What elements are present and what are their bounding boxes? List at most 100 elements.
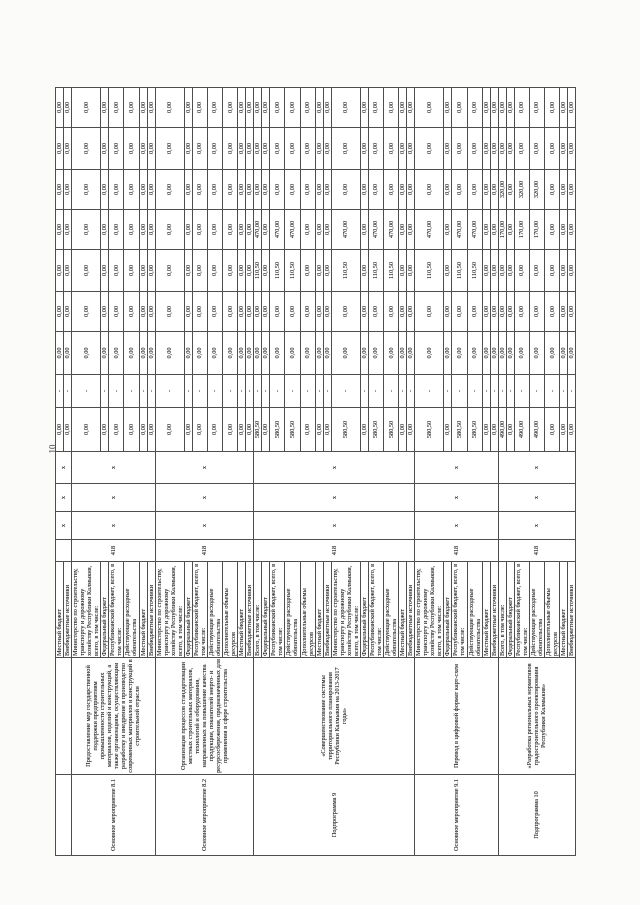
value-cell: 0,00 (383, 169, 399, 210)
value-cell: 0,00 (100, 407, 109, 452)
value-cell: - (192, 374, 208, 408)
value-cell: 0,00 (222, 331, 238, 375)
source-label-cell: Внебюджетные источники (323, 561, 332, 658)
value-cell: 0,00 (482, 407, 491, 452)
value-cell: 0,00 (222, 87, 238, 128)
value-cell: 0,00 (261, 87, 270, 128)
value-cell: 0,00 (490, 291, 499, 332)
source-label-cell: Местный бюджет (139, 561, 148, 658)
value-cell: 0,00 (467, 169, 483, 210)
value-cell: - (323, 374, 332, 408)
classification-mark-cell: х (55, 451, 72, 484)
value-cell: 0,00 (506, 249, 515, 292)
classification-mark-cell: х (71, 511, 156, 540)
value-cell: 0,00 (237, 291, 246, 332)
value-cell: 0,00 (451, 331, 468, 375)
description-cell: Перевод в цифровой формат карт-схем (414, 657, 499, 775)
value-cell: 0,00 (55, 249, 64, 292)
value-cell: 0,00 (360, 249, 369, 292)
value-cell: 0,00 (443, 169, 452, 210)
value-cell: - (514, 374, 530, 408)
value-cell: 0,00 (482, 291, 491, 332)
source-label-cell: Действующие расходные обязательства (284, 561, 300, 658)
value-cell: 0,00 (261, 407, 270, 452)
value-cell: - (123, 374, 140, 408)
value-cell: 170,00 (514, 209, 530, 250)
value-cell: 0,00 (108, 331, 124, 375)
value-cell: 0,00 (529, 291, 545, 332)
value-cell: 0,00 (398, 87, 407, 128)
value-cell: 0,00 (139, 87, 148, 128)
value-cell: 0,00 (482, 169, 491, 210)
value-cell: 0,00 (360, 291, 369, 332)
description-cell (55, 657, 72, 775)
value-cell: 0,00 (139, 169, 148, 210)
value-cell: 0,00 (559, 127, 568, 170)
value-cell: 0,00 (559, 291, 568, 332)
value-cell: 0,00 (237, 209, 246, 250)
value-cell: 580,50 (253, 407, 262, 452)
table-row: Основное мероприятие 8.1 Предоставление м… (71, 87, 156, 856)
value-cell: 0,00 (482, 127, 491, 170)
value-cell: 0,00 (55, 331, 64, 375)
value-cell: - (184, 374, 193, 408)
value-cell: 0,00 (261, 249, 270, 292)
value-cell: 0,00 (406, 127, 415, 170)
source-label-cell: Федеральный бюджет (443, 561, 452, 658)
value-cell: 0,00 (192, 209, 208, 250)
value-cell: - (482, 374, 491, 408)
value-cell: 0,00 (253, 87, 262, 128)
classification-mark-cell: х (155, 483, 254, 512)
value-cell: 0,00 (567, 291, 576, 332)
value-cell: - (261, 374, 270, 408)
value-cell: 0,00 (100, 87, 109, 128)
value-cell: 0,00 (360, 331, 369, 375)
value-cell: 320,00 (529, 169, 545, 210)
value-cell: 0,00 (261, 127, 270, 170)
value-cell: 470,00 (269, 209, 285, 250)
value-cell: 0,00 (55, 169, 64, 210)
value-cell: 0,00 (315, 127, 324, 170)
value-cell: 0,00 (368, 127, 384, 170)
value-cell: 0,00 (406, 209, 415, 250)
value-cell: 0,00 (108, 291, 124, 332)
value-cell: - (253, 374, 262, 408)
value-cell: 490,00 (498, 407, 507, 452)
value-cell: 0,00 (490, 331, 499, 375)
value-cell: 0,00 (139, 291, 148, 332)
value-cell: 0,00 (567, 407, 576, 452)
value-cell: 0,00 (559, 407, 568, 452)
value-cell: - (100, 374, 109, 408)
source-label-cell: Местный бюджет (55, 561, 64, 658)
value-cell: 0,00 (108, 169, 124, 210)
source-label-cell: Действующие расходные обязательства (123, 561, 140, 658)
source-label-cell: Федеральный бюджет (360, 561, 369, 658)
value-cell: 0,00 (245, 331, 254, 375)
value-cell: 0,00 (498, 249, 507, 292)
value-cell: - (467, 374, 483, 408)
value-cell: 0,00 (123, 407, 140, 452)
classification-mark-cell: х (414, 483, 499, 512)
value-cell: 0,00 (269, 87, 285, 128)
value-cell: 110,50 (269, 249, 285, 292)
value-cell: 0,00 (222, 407, 238, 452)
value-cell: 0,00 (139, 407, 148, 452)
value-cell: 0,00 (398, 291, 407, 332)
value-cell: 0,00 (544, 249, 560, 292)
value-cell: 0,00 (300, 291, 316, 332)
classification-mark-cell: х (498, 483, 576, 512)
grbs-code-cell: 418 (155, 539, 254, 562)
value-cell: 0,00 (284, 127, 300, 170)
value-cell: 0,00 (237, 127, 246, 170)
value-cell: 0,00 (55, 127, 64, 170)
value-cell: 0,00 (139, 209, 148, 250)
value-cell: 0,00 (63, 291, 72, 332)
value-cell: 0,00 (406, 291, 415, 332)
value-cell: 0,00 (71, 127, 101, 170)
value-cell: 0,00 (506, 127, 515, 170)
value-cell: 0,00 (63, 169, 72, 210)
value-cell: 0,00 (192, 331, 208, 375)
source-label-cell: Федеральный бюджет (506, 561, 515, 658)
value-cell: - (490, 374, 499, 408)
value-cell: 0,00 (253, 127, 262, 170)
